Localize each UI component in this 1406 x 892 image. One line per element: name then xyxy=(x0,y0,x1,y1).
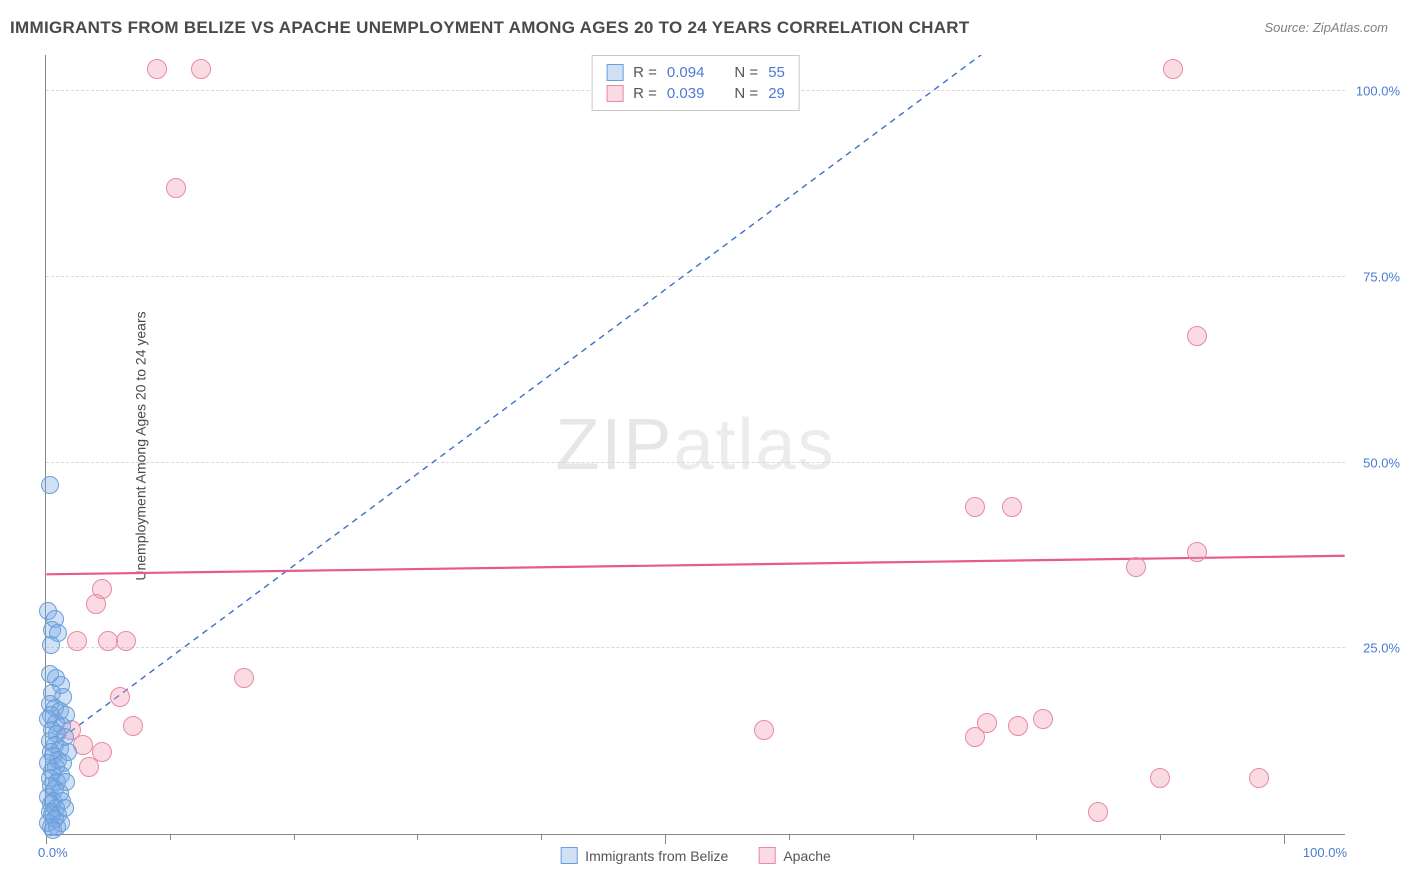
legend-item-apache: Apache xyxy=(758,847,830,864)
x-tick xyxy=(417,834,418,840)
chart-plot-area: ZIPatlas 25.0%50.0%75.0%100.0% R = 0.094… xyxy=(45,55,1345,835)
y-tick-label: 100.0% xyxy=(1350,84,1400,99)
apache-point xyxy=(79,757,99,777)
x-tick xyxy=(294,834,295,840)
scatter-points xyxy=(46,55,1345,834)
legend-row-apache: R = 0.039 N = 29 xyxy=(606,83,785,104)
x-tick-major xyxy=(665,834,666,844)
correlation-legend: R = 0.094 N = 55 R = 0.039 N = 29 xyxy=(591,55,800,111)
x-tick-major xyxy=(1284,834,1285,844)
n-label: N = xyxy=(734,85,758,102)
x-tick xyxy=(1160,834,1161,840)
x-tick xyxy=(789,834,790,840)
x-tick xyxy=(913,834,914,840)
apache-point xyxy=(754,720,774,740)
apache-point xyxy=(1150,768,1170,788)
legend-row-belize: R = 0.094 N = 55 xyxy=(606,62,785,83)
r-value-belize: 0.094 xyxy=(667,64,705,81)
apache-point xyxy=(147,59,167,79)
x-tick-left: 0.0% xyxy=(38,845,68,860)
belize-point xyxy=(42,636,60,654)
legend-item-belize: Immigrants from Belize xyxy=(560,847,728,864)
apache-point xyxy=(1249,768,1269,788)
apache-point xyxy=(1088,802,1108,822)
apache-point xyxy=(116,631,136,651)
x-tick-right: 100.0% xyxy=(1303,845,1347,860)
series-legend: Immigrants from Belize Apache xyxy=(560,847,831,864)
source-attribution: Source: ZipAtlas.com xyxy=(1264,20,1388,35)
apache-point xyxy=(965,497,985,517)
y-tick-label: 50.0% xyxy=(1350,455,1400,470)
apache-point xyxy=(1187,542,1207,562)
y-tick-label: 75.0% xyxy=(1350,269,1400,284)
apache-point xyxy=(1033,709,1053,729)
r-label: R = xyxy=(633,85,657,102)
r-value-apache: 0.039 xyxy=(667,85,705,102)
y-tick-label: 25.0% xyxy=(1350,641,1400,656)
x-tick xyxy=(1036,834,1037,840)
series-label-apache: Apache xyxy=(783,848,830,864)
belize-point xyxy=(44,821,62,839)
series-label-belize: Immigrants from Belize xyxy=(585,848,728,864)
x-tick xyxy=(541,834,542,840)
apache-point xyxy=(191,59,211,79)
apache-point xyxy=(98,631,118,651)
swatch-apache xyxy=(606,85,623,102)
swatch-apache-bottom xyxy=(758,847,775,864)
apache-point xyxy=(123,716,143,736)
swatch-belize-bottom xyxy=(560,847,577,864)
apache-point xyxy=(965,727,985,747)
apache-point xyxy=(1002,497,1022,517)
belize-point xyxy=(41,476,59,494)
n-value-apache: 29 xyxy=(768,85,785,102)
apache-point xyxy=(110,687,130,707)
chart-title: IMMIGRANTS FROM BELIZE VS APACHE UNEMPLO… xyxy=(10,18,970,38)
apache-point xyxy=(1126,557,1146,577)
apache-point xyxy=(86,594,106,614)
swatch-belize xyxy=(606,64,623,81)
apache-point xyxy=(166,178,186,198)
apache-point xyxy=(67,631,87,651)
r-label: R = xyxy=(633,64,657,81)
x-tick xyxy=(170,834,171,840)
n-value-belize: 55 xyxy=(768,64,785,81)
n-label: N = xyxy=(734,64,758,81)
apache-point xyxy=(1008,716,1028,736)
apache-point xyxy=(1187,326,1207,346)
apache-point xyxy=(234,668,254,688)
apache-point xyxy=(1163,59,1183,79)
